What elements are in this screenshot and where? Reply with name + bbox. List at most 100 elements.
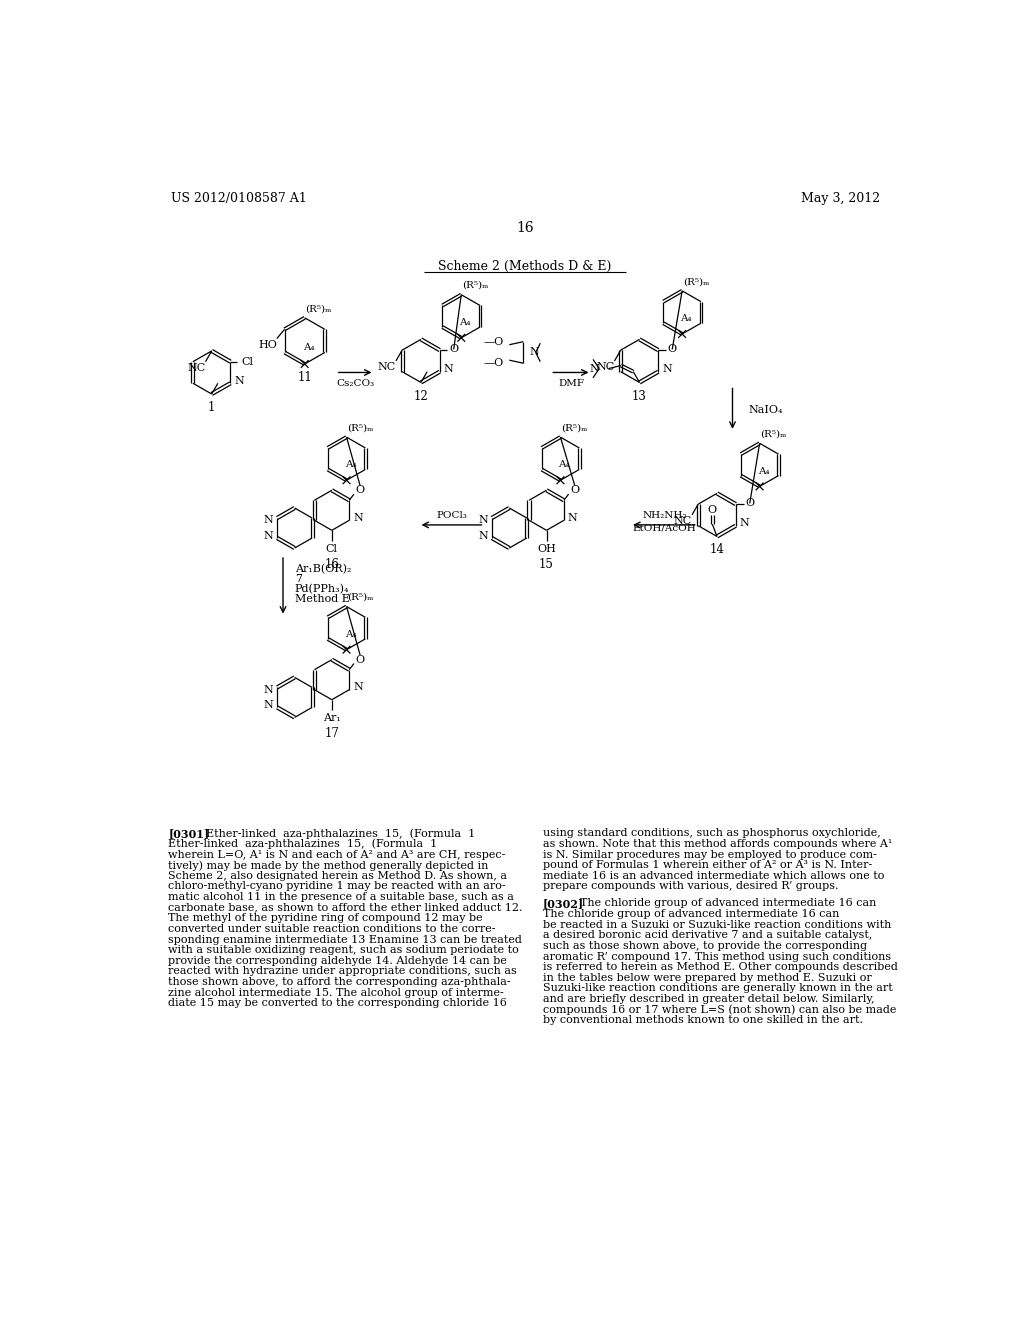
Text: N: N — [353, 682, 362, 693]
Text: N: N — [663, 364, 672, 375]
Text: N: N — [739, 519, 750, 528]
Text: US 2012/0108587 A1: US 2012/0108587 A1 — [171, 191, 306, 205]
Text: A₄: A₄ — [460, 318, 471, 327]
Text: O: O — [745, 499, 755, 508]
Text: converted under suitable reaction conditions to the corre-: converted under suitable reaction condit… — [168, 924, 496, 935]
Text: 1: 1 — [208, 400, 215, 413]
Text: such as those shown above, to provide the corresponding: such as those shown above, to provide th… — [543, 941, 866, 950]
Text: diate 15 may be converted to the corresponding chloride 16: diate 15 may be converted to the corresp… — [168, 998, 507, 1008]
Text: A₄: A₄ — [345, 461, 356, 470]
Text: O: O — [355, 486, 365, 495]
Text: 7: 7 — [295, 574, 302, 583]
Text: wherein L=O, A¹ is N and each of A² and A³ are CH, respec-: wherein L=O, A¹ is N and each of A² and … — [168, 850, 506, 859]
Text: N: N — [529, 347, 540, 358]
Text: N: N — [263, 531, 273, 541]
Text: Cl: Cl — [242, 356, 253, 367]
Text: Ar₁B(OR)₂: Ar₁B(OR)₂ — [295, 564, 351, 574]
Text: May 3, 2012: May 3, 2012 — [801, 191, 880, 205]
Text: [0301]: [0301] — [168, 829, 210, 840]
Text: compounds 16 or 17 where L=S (not shown) can also be made: compounds 16 or 17 where L=S (not shown)… — [543, 1005, 896, 1015]
Text: 13: 13 — [632, 389, 647, 403]
Text: zine alcohol intermediate 15. The alcohol group of interme-: zine alcohol intermediate 15. The alcoho… — [168, 987, 504, 998]
Text: a desired boronic acid derivative 7 and a suitable catalyst,: a desired boronic acid derivative 7 and … — [543, 931, 872, 940]
Text: (R⁵)ₘ: (R⁵)ₘ — [761, 429, 786, 438]
Text: be reacted in a Suzuki or Suzuki-like reaction conditions with: be reacted in a Suzuki or Suzuki-like re… — [543, 920, 891, 929]
Text: those shown above, to afford the corresponding aza-phthala-: those shown above, to afford the corresp… — [168, 977, 511, 987]
Text: Ether-linked  aza-phthalazines  15,  (Formula  1: Ether-linked aza-phthalazines 15, (Formu… — [206, 829, 475, 840]
Text: NH₂NH₂: NH₂NH₂ — [642, 511, 686, 520]
Text: reacted with hydrazine under appropriate conditions, such as: reacted with hydrazine under appropriate… — [168, 966, 517, 977]
Text: The methyl of the pyridine ring of compound 12 may be: The methyl of the pyridine ring of compo… — [168, 913, 483, 923]
Text: Ar₁: Ar₁ — [323, 713, 341, 723]
Text: N: N — [263, 685, 273, 694]
Text: DMF: DMF — [558, 379, 585, 388]
Text: mediate 16 is an advanced intermediate which allows one to: mediate 16 is an advanced intermediate w… — [543, 871, 884, 880]
Text: Cs₂CO₃: Cs₂CO₃ — [336, 379, 374, 388]
Text: OH: OH — [537, 544, 556, 554]
Text: 11: 11 — [297, 371, 312, 384]
Text: NC: NC — [378, 362, 396, 372]
Text: N: N — [234, 376, 244, 385]
Text: NC: NC — [187, 363, 206, 372]
Text: NaIO₄: NaIO₄ — [748, 405, 782, 416]
Text: (R⁵)ₘ: (R⁵)ₘ — [347, 593, 374, 602]
Text: (R⁵)ₘ: (R⁵)ₘ — [305, 304, 332, 313]
Text: in the tables below were prepared by method E. Suzuki or: in the tables below were prepared by met… — [543, 973, 871, 983]
Text: (R⁵)ₘ: (R⁵)ₘ — [462, 281, 488, 290]
Text: O: O — [355, 655, 365, 665]
Text: NC: NC — [674, 516, 692, 527]
Text: pound of Formulas 1 wherein either of A² or A³ is N. Inter-: pound of Formulas 1 wherein either of A²… — [543, 861, 871, 870]
Text: using standard conditions, such as phosphorus oxychloride,: using standard conditions, such as phosp… — [543, 829, 881, 838]
Text: provide the corresponding aldehyde 14. Aldehyde 14 can be: provide the corresponding aldehyde 14. A… — [168, 956, 507, 966]
Text: aromatic R’ compound 17. This method using such conditions: aromatic R’ compound 17. This method usi… — [543, 952, 891, 961]
Text: N: N — [478, 515, 488, 525]
Text: —O: —O — [483, 358, 504, 368]
Text: Ether-linked  aza-phthalazines  15,  (Formula  1: Ether-linked aza-phthalazines 15, (Formu… — [168, 840, 437, 850]
Text: 12: 12 — [414, 389, 428, 403]
Text: with a suitable oxidizing reagent, such as sodium periodate to: with a suitable oxidizing reagent, such … — [168, 945, 519, 956]
Text: (R⁵)ₘ: (R⁵)ₘ — [683, 277, 710, 286]
Text: prepare compounds with various, desired R’ groups.: prepare compounds with various, desired … — [543, 882, 838, 891]
Text: carbonate base, as shown to afford the ether linked adduct 12.: carbonate base, as shown to afford the e… — [168, 903, 523, 912]
Text: is N. Similar procedures may be employed to produce com-: is N. Similar procedures may be employed… — [543, 850, 877, 859]
Text: (R⁵)ₘ: (R⁵)ₘ — [347, 424, 374, 433]
Text: Suzuki-like reaction conditions are generally known in the art: Suzuki-like reaction conditions are gene… — [543, 983, 892, 994]
Text: N: N — [590, 363, 599, 374]
Text: sponding enamine intermediate 13 Enamine 13 can be treated: sponding enamine intermediate 13 Enamine… — [168, 935, 522, 945]
Text: 14: 14 — [710, 543, 724, 556]
Text: A₄: A₄ — [345, 630, 356, 639]
Text: Method E: Method E — [295, 594, 349, 603]
Text: [0302]: [0302] — [543, 899, 584, 909]
Text: A₄: A₄ — [758, 466, 769, 475]
Text: Pd(PPh₃)₄: Pd(PPh₃)₄ — [295, 583, 349, 594]
Text: POCl₃: POCl₃ — [436, 511, 467, 520]
Text: O: O — [450, 345, 459, 354]
Text: Scheme 2, also designated herein as Method D. As shown, a: Scheme 2, also designated herein as Meth… — [168, 871, 507, 880]
Text: NC: NC — [596, 362, 614, 372]
Text: O: O — [708, 506, 717, 515]
Text: —O: —O — [483, 337, 504, 347]
Text: 16: 16 — [516, 220, 534, 235]
Text: matic alcohol 11 in the presence of a suitable base, such as a: matic alcohol 11 in the presence of a su… — [168, 892, 514, 902]
Text: is referred to herein as Method E. Other compounds described: is referred to herein as Method E. Other… — [543, 962, 897, 973]
Text: and are briefly described in greater detail below. Similarly,: and are briefly described in greater det… — [543, 994, 874, 1005]
Text: The chloride group of advanced intermediate 16 can: The chloride group of advanced intermedi… — [580, 899, 877, 908]
Text: Cl: Cl — [326, 544, 338, 554]
Text: The chloride group of advanced intermediate 16 can: The chloride group of advanced intermedi… — [543, 909, 839, 919]
Text: (R⁵)ₘ: (R⁵)ₘ — [561, 424, 588, 433]
Text: chloro-methyl-cyano pyridine 1 may be reacted with an aro-: chloro-methyl-cyano pyridine 1 may be re… — [168, 882, 506, 891]
Text: by conventional methods known to one skilled in the art.: by conventional methods known to one ski… — [543, 1015, 862, 1026]
Text: 15: 15 — [539, 557, 554, 570]
Text: 16: 16 — [325, 557, 339, 570]
Text: EtOH/AcOH: EtOH/AcOH — [633, 524, 696, 532]
Text: as shown. Note that this method affords compounds where A¹: as shown. Note that this method affords … — [543, 840, 892, 849]
Text: Scheme 2 (Methods D & E): Scheme 2 (Methods D & E) — [438, 260, 611, 273]
Text: N: N — [263, 515, 273, 525]
Text: A₄: A₄ — [303, 343, 314, 351]
Text: HO: HO — [258, 339, 276, 350]
Text: O: O — [570, 486, 580, 495]
Text: A₄: A₄ — [680, 314, 692, 323]
Text: N: N — [263, 700, 273, 710]
Text: N: N — [443, 364, 454, 375]
Text: A₄: A₄ — [558, 461, 570, 470]
